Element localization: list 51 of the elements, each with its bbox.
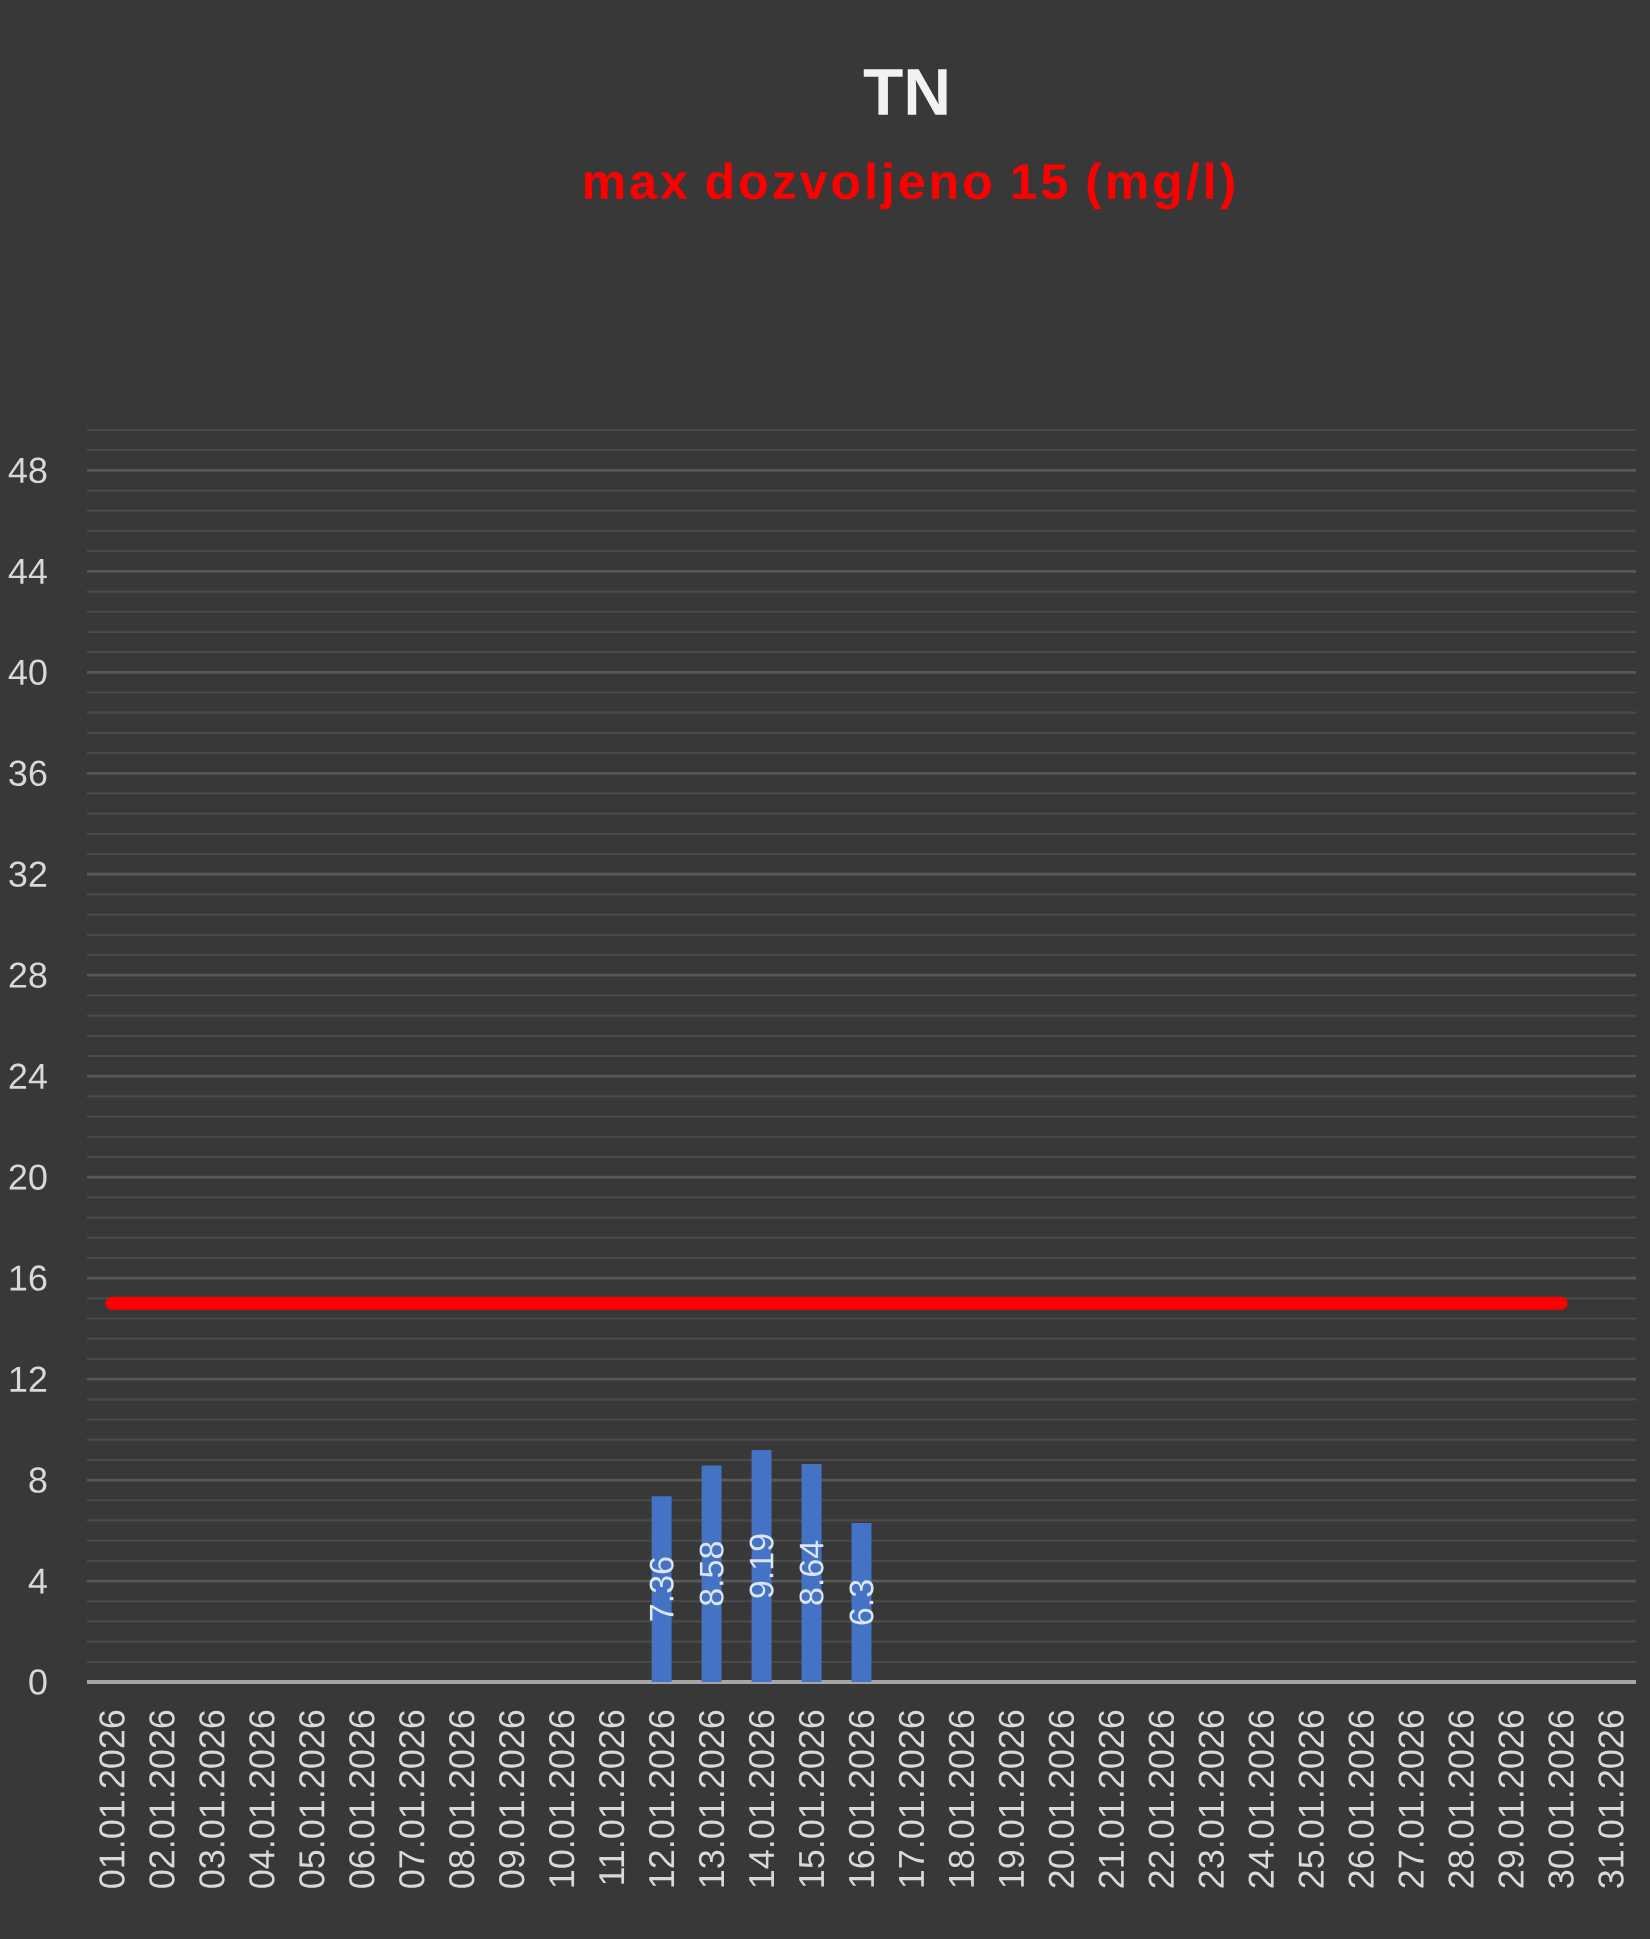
x-tick-label: 01.01.2026 xyxy=(99,1710,125,1888)
y-tick-label: 32 xyxy=(9,861,47,887)
y-tick-label: 36 xyxy=(9,760,47,787)
x-tick-label: 06.01.2026 xyxy=(349,1710,375,1888)
x-tick-label: 05.01.2026 xyxy=(299,1710,325,1888)
x-tick-label: 27.01.2026 xyxy=(1398,1710,1424,1888)
y-tick-label: 20 xyxy=(9,1164,47,1190)
y-tick-label: 24 xyxy=(9,1063,47,1089)
x-tick-label: 24.01.2026 xyxy=(1248,1710,1274,1888)
x-tick-label: 12.01.2026 xyxy=(648,1710,675,1887)
x-tick-label: 09.01.2026 xyxy=(498,1710,525,1888)
y-tick-label: 12 xyxy=(10,1366,47,1392)
x-tick-label: 18.01.2026 xyxy=(948,1710,975,1887)
x-tick-label: 17.01.2026 xyxy=(898,1710,925,1887)
x-tick-label: 10.01.2026 xyxy=(548,1710,575,1887)
y-tick-label: 4 xyxy=(28,1568,47,1594)
x-tick-label: 14.01.2026 xyxy=(748,1710,775,1887)
x-tick-label: 22.01.2026 xyxy=(1148,1710,1175,1888)
data-label: 7.36 xyxy=(649,1557,674,1621)
x-tick-label: 21.01.2026 xyxy=(1098,1710,1125,1888)
y-tick-label: 44 xyxy=(8,558,47,584)
y-tick-label: 48 xyxy=(8,457,47,484)
x-tick-label: 23.01.2026 xyxy=(1198,1710,1225,1888)
x-tick-label: 08.01.2026 xyxy=(449,1710,475,1888)
y-tick-label: 40 xyxy=(8,659,47,686)
x-tick-label: 28.01.2026 xyxy=(1448,1710,1474,1888)
x-tick-label: 30.01.2026 xyxy=(1548,1710,1574,1888)
x-tick-label: 31.01.2026 xyxy=(1598,1710,1624,1888)
x-tick-label: 13.01.2026 xyxy=(698,1710,725,1887)
x-tick-label: 03.01.2026 xyxy=(199,1710,225,1888)
x-tick-label: 19.01.2026 xyxy=(998,1710,1025,1887)
x-tick-label: 02.01.2026 xyxy=(149,1710,175,1888)
data-label: 8.58 xyxy=(699,1542,724,1606)
chart-title: TN xyxy=(863,69,947,115)
data-label: 8.64 xyxy=(799,1540,824,1605)
y-tick-label: 16 xyxy=(10,1265,47,1291)
x-tick-label: 04.01.2026 xyxy=(249,1710,275,1888)
x-tick-label: 16.01.2026 xyxy=(848,1710,875,1887)
x-tick-label: 15.01.2026 xyxy=(798,1710,825,1887)
data-label: 6.3 xyxy=(849,1580,874,1625)
x-tick-label: 26.01.2026 xyxy=(1348,1710,1374,1888)
x-tick-label: 29.01.2026 xyxy=(1498,1710,1524,1888)
y-tick-label: 28 xyxy=(9,962,47,988)
x-tick-label: 20.01.2026 xyxy=(1048,1710,1075,1888)
x-tick-label: 07.01.2026 xyxy=(399,1710,425,1888)
x-tick-label: 25.01.2026 xyxy=(1298,1710,1324,1888)
chart-subtitle: max dozvoljeno 15 (mg/l) xyxy=(585,162,1234,210)
x-tick-label: 11.01.2026 xyxy=(598,1710,625,1884)
y-tick-label: 0 xyxy=(29,1669,47,1695)
data-label: 9.19 xyxy=(749,1534,774,1598)
y-tick-label: 8 xyxy=(29,1467,47,1493)
